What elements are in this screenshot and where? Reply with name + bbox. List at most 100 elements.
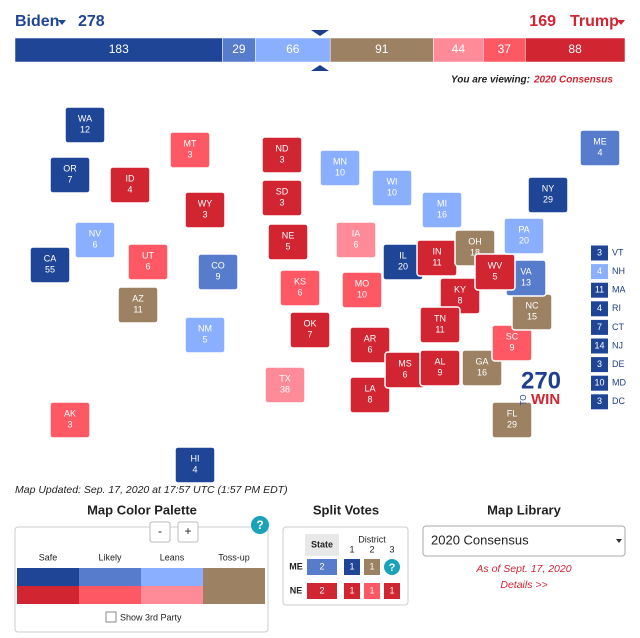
state-abbr: MS [398,358,412,368]
small-state[interactable] [591,282,608,298]
state[interactable] [64,106,106,144]
state[interactable] [527,176,569,214]
state-abbr: AL [434,356,445,366]
split-total[interactable] [307,583,337,599]
state-abbr: VA [520,266,531,276]
small-state[interactable] [591,319,608,335]
state-ev: 12 [80,124,90,134]
state[interactable] [341,271,383,309]
state[interactable] [29,246,71,284]
split-district[interactable] [344,583,360,599]
small-state-ev: 3 [597,247,602,257]
ev-bar-label: 66 [286,42,300,56]
state-ev: 18 [470,247,480,257]
state[interactable] [371,169,413,207]
palette-swatch[interactable] [141,568,203,586]
palette-swatch[interactable] [203,568,265,604]
state-abbr: OR [63,163,77,173]
rep-dropdown[interactable] [617,20,625,25]
state-ev: 6 [402,369,407,379]
state[interactable] [169,131,211,169]
checkbox[interactable] [105,611,117,623]
state-ev: 5 [202,334,207,344]
state-ev: 6 [367,344,372,354]
state[interactable] [49,156,91,194]
state-ev: 55 [45,264,55,274]
state[interactable] [49,401,91,439]
state[interactable] [174,446,216,484]
ev-bar-segment [14,37,223,63]
logo-number: 270 [521,367,561,394]
small-state-abbr: RI [612,303,621,313]
help-icon[interactable] [384,559,400,575]
state[interactable] [349,376,391,414]
zoom-button[interactable] [149,521,171,543]
select-value: 2020 Consensus [431,532,529,547]
state-ev: 10 [335,167,345,177]
state-ev: 29 [507,419,517,429]
state[interactable] [419,306,461,344]
small-state[interactable] [591,338,608,354]
palette-swatch[interactable] [17,568,79,586]
small-state[interactable] [591,357,608,373]
ev-bar-segment [483,37,526,63]
map-select[interactable] [422,525,626,557]
state[interactable] [335,221,377,259]
split-district[interactable] [384,583,400,599]
state[interactable] [74,221,116,259]
state-ev: 20 [519,235,529,245]
state-abbr: WV [488,260,503,270]
state[interactable] [421,191,463,229]
state[interactable] [261,136,303,174]
state-abbr: LA [364,383,375,393]
state-abbr: IN [433,246,442,256]
state[interactable] [279,269,321,307]
state[interactable] [184,316,226,354]
palette-swatch[interactable] [141,586,203,604]
help-icon[interactable] [251,516,269,534]
state[interactable] [109,166,151,204]
state-ev: 4 [127,184,132,194]
state[interactable] [289,311,331,349]
ev-bar-segment [255,37,331,63]
dem-dropdown[interactable] [58,20,66,25]
small-state[interactable] [591,375,608,391]
zoom-button[interactable] [177,521,199,543]
small-state[interactable] [591,394,608,410]
state[interactable] [184,191,226,229]
details-link[interactable]: Details >> [500,579,547,591]
select-arrow[interactable] [616,539,622,543]
state[interactable] [474,253,516,291]
palette-swatch[interactable] [79,568,141,586]
state-abbr: WY [198,198,213,208]
state[interactable] [127,243,169,281]
split-total[interactable] [307,559,337,575]
small-state[interactable] [591,301,608,317]
small-state[interactable] [591,245,608,261]
palette-swatch[interactable] [17,586,79,604]
as-of: As of Sept. 17, 2020 [475,563,571,575]
palette-swatch[interactable] [79,586,141,604]
state[interactable] [579,129,621,167]
split-district-label: 1 [389,585,394,595]
state[interactable] [197,253,239,291]
state-ev: 38 [280,384,290,394]
state[interactable] [267,223,309,261]
state-abbr: OK [303,318,316,328]
state[interactable] [117,286,159,324]
state[interactable] [264,366,306,404]
split-district[interactable] [344,559,360,575]
state[interactable] [349,326,391,364]
state[interactable] [319,149,361,187]
zoom-button-label: + [184,524,191,538]
ev-bar-label: 91 [375,42,389,56]
small-state-abbr: MD [612,378,626,388]
state-abbr: HI [191,453,200,463]
state[interactable] [419,349,461,387]
state[interactable] [491,401,533,439]
state[interactable] [503,217,545,255]
small-state[interactable] [591,264,608,280]
split-district[interactable] [364,583,380,599]
state[interactable] [261,179,303,217]
split-district[interactable] [364,559,380,575]
